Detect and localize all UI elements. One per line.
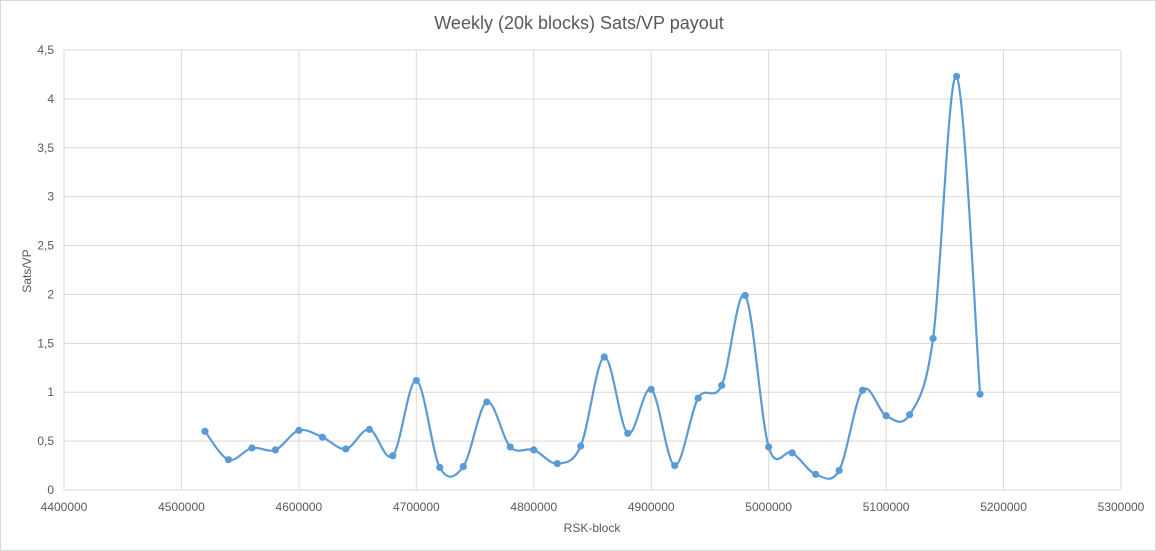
data-point <box>718 381 726 389</box>
x-tick-label: 4800000 <box>510 500 557 514</box>
data-point <box>506 443 514 451</box>
y-tick-label: 4 <box>47 92 54 106</box>
x-tick-label: 4400000 <box>41 500 88 514</box>
y-tick-label: 1 <box>47 385 54 399</box>
data-point <box>624 429 632 437</box>
x-tick-label: 5300000 <box>1098 500 1145 514</box>
x-tick-label: 5200000 <box>980 500 1027 514</box>
y-tick-label: 2 <box>47 287 54 301</box>
data-point <box>835 466 843 475</box>
data-point <box>647 385 655 393</box>
data-point <box>906 411 914 419</box>
data-point <box>812 470 820 478</box>
x-tick-label: 4600000 <box>276 500 323 514</box>
x-tick-label: 4900000 <box>628 500 675 514</box>
x-axis-title: RSK-block <box>564 521 622 535</box>
data-point <box>859 386 867 394</box>
series-markers <box>201 72 984 478</box>
y-tick-label: 0,5 <box>37 434 54 448</box>
data-point <box>436 463 444 472</box>
y-tick-label: 3,5 <box>37 141 54 155</box>
data-point <box>741 291 749 300</box>
data-point <box>694 394 702 402</box>
y-tick-label: 4,5 <box>37 43 54 57</box>
x-tick-label: 5100000 <box>863 500 910 514</box>
x-tick-label: 4500000 <box>158 500 205 514</box>
data-point <box>224 456 233 464</box>
data-point <box>788 449 796 457</box>
data-point <box>577 442 585 450</box>
data-point <box>412 376 420 385</box>
data-point <box>952 72 961 80</box>
y-axis-tick-labels: 0 0,5 1 1,5 2 2,5 3 3,5 4 4,5 <box>37 43 54 497</box>
data-point <box>882 412 890 420</box>
data-point <box>459 462 467 471</box>
series-line <box>204 75 982 480</box>
data-point <box>365 425 373 433</box>
data-point <box>318 433 326 441</box>
data-point <box>483 398 491 406</box>
data-point <box>671 461 679 470</box>
y-tick-label: 2,5 <box>37 239 54 253</box>
data-point <box>271 446 279 454</box>
data-point <box>929 334 937 343</box>
data-point <box>600 353 608 361</box>
data-point <box>201 427 209 435</box>
data-point <box>389 452 397 460</box>
data-point <box>976 390 984 398</box>
data-point <box>248 444 256 452</box>
data-point <box>553 460 561 468</box>
x-tick-label: 5000000 <box>745 500 792 514</box>
y-axis-title: Sats/VP <box>20 249 34 292</box>
x-tick-label: 4700000 <box>393 500 440 514</box>
x-axis-tick-labels: 4400000 4500000 4600000 4700000 4800000 49000… <box>41 500 1145 514</box>
data-point <box>530 446 538 454</box>
data-point <box>765 443 773 451</box>
y-tick-label: 0 <box>47 483 54 497</box>
y-tick-label: 3 <box>47 190 54 204</box>
data-point <box>295 426 303 434</box>
chart-title: Weekly (20k blocks) Sats/VP payout <box>434 13 723 33</box>
y-tick-label: 1,5 <box>37 336 54 350</box>
data-point <box>342 445 350 453</box>
vertical-gridlines <box>63 50 1122 490</box>
